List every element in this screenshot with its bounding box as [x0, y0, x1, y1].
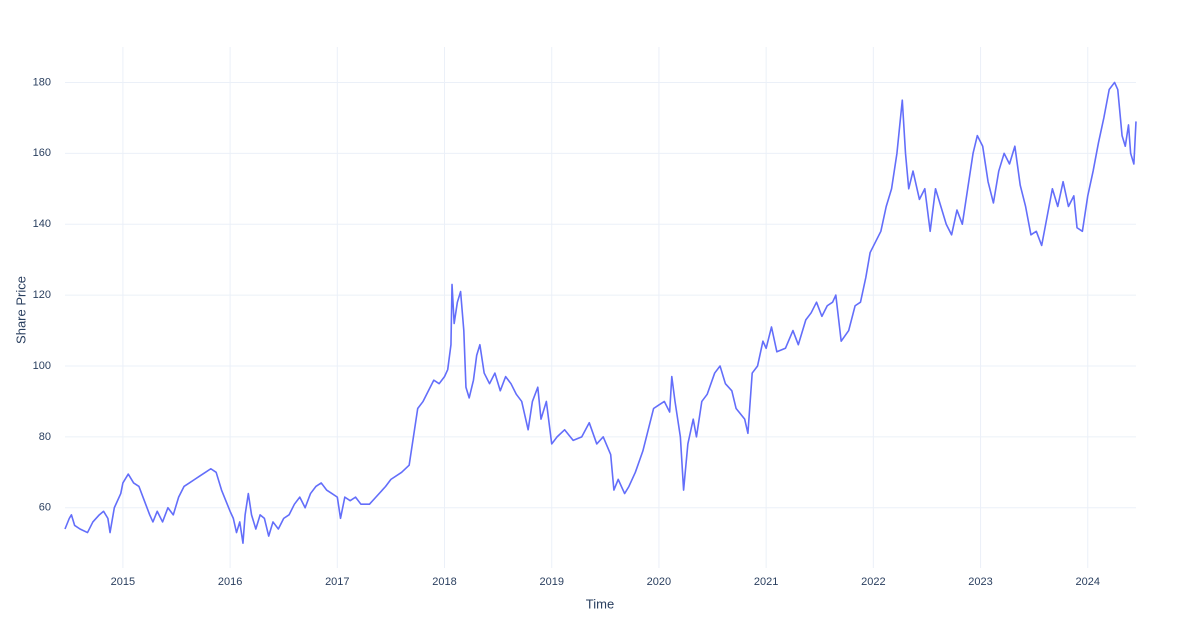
x-tick-label: 2020 — [647, 576, 671, 588]
x-tick-label: 2017 — [325, 576, 349, 588]
x-tick-label: 2019 — [539, 576, 563, 588]
x-tick-label: 2015 — [111, 576, 135, 588]
y-axis-title: Share Price — [13, 276, 28, 344]
y-tick-label: 160 — [33, 147, 51, 159]
plot-area — [64, 81, 1137, 544]
y-tick-label: 80 — [39, 431, 51, 443]
grid — [65, 47, 1136, 568]
x-tick-label: 2021 — [754, 576, 778, 588]
y-tick-label: 100 — [33, 360, 51, 372]
y-tick-label: 120 — [33, 289, 51, 301]
x-tick-label: 2023 — [968, 576, 992, 588]
x-tick-label: 2016 — [218, 576, 242, 588]
x-axis-title: Time — [586, 596, 614, 611]
y-tick-label: 140 — [33, 218, 51, 230]
y-tick-label: 60 — [39, 502, 51, 514]
y-tick-label: 180 — [33, 76, 51, 88]
x-tick-label: 2022 — [861, 576, 885, 588]
x-tick-label: 2018 — [432, 576, 456, 588]
x-tick-label: 2024 — [1076, 576, 1100, 588]
price-line — [64, 81, 1137, 544]
